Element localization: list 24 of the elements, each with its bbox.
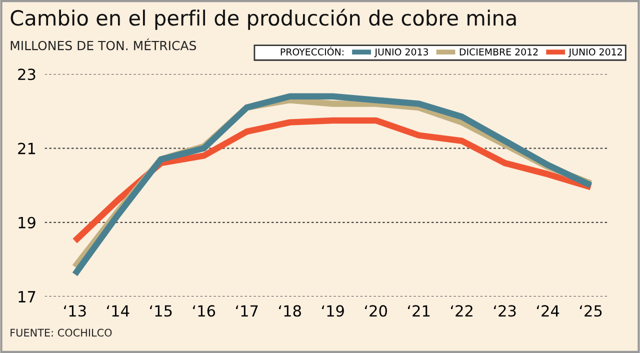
x-tick-label: ‘16 <box>193 305 216 317</box>
x-tick-label: ‘20 <box>364 305 387 317</box>
x-tick-label: ‘14 <box>107 305 130 316</box>
y-tick-label: 21 <box>18 142 36 154</box>
x-tick-label: ‘18 <box>279 305 301 317</box>
x-tick-label: ‘21 <box>408 305 430 316</box>
legend-label: DICIEMBRE 2012 <box>460 48 538 56</box>
y-tick-label: 19 <box>18 216 36 228</box>
chart-title: Cambio en el perfil de producción de cobre mina <box>10 8 516 30</box>
x-tick-label: ‘22 <box>450 305 472 316</box>
x-tick-label: ‘24 <box>536 305 560 316</box>
x-tick-label: ‘17 <box>236 305 258 316</box>
x-tick-label: ‘19 <box>322 305 344 317</box>
legend-title: PROYECCIÓN: <box>280 46 344 56</box>
legend-label: JUNIO 2013 <box>374 48 428 58</box>
x-tick-label: ‘13 <box>64 305 86 317</box>
x-tick-label: ‘15 <box>150 305 172 317</box>
y-tick-label: 17 <box>18 291 36 302</box>
x-tick-label: ‘25 <box>580 305 602 317</box>
y-tick-label: 23 <box>18 68 36 80</box>
legend-label: JUNIO 2012 <box>568 48 622 58</box>
chart-subtitle: MILLONES DE TON. MÉTRICAS <box>10 38 196 50</box>
x-tick-label: ‘23 <box>494 305 516 317</box>
source-note: FUENTE: COCHILCO <box>10 328 112 337</box>
